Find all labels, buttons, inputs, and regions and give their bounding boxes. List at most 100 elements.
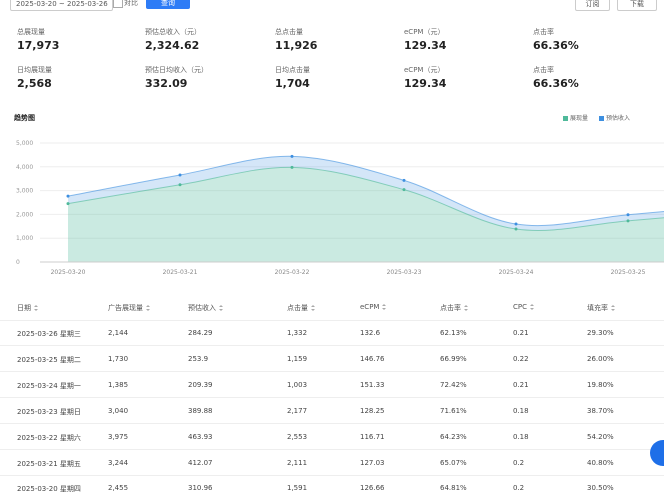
table-cell: 2,144 [108, 329, 129, 337]
point [514, 222, 518, 226]
date-text: 2025-03-20 ~ 2025-03-26 [16, 0, 108, 8]
table-cell: 2025-03-20 星期四 [17, 485, 81, 494]
y-tick-label: 1,000 [16, 235, 33, 242]
table-cell: 2025-03-25 星期二 [17, 355, 81, 364]
table-cell: 1,591 [287, 484, 308, 493]
point [402, 178, 406, 182]
help-float-button[interactable] [650, 440, 664, 466]
table-cell: 54.20% [587, 432, 614, 441]
y-tick-label: 4,000 [16, 164, 33, 171]
sort-icon[interactable] [219, 305, 223, 311]
table-cell: 0.18 [513, 432, 529, 441]
sort-icon[interactable] [611, 305, 615, 311]
point [178, 173, 182, 177]
table-cell: 3,040 [108, 406, 129, 415]
table-cell: 2025-03-24 星期一 [17, 381, 81, 390]
sort-icon[interactable] [464, 305, 468, 311]
table-header: eCPM [360, 303, 387, 311]
download-button[interactable]: 下载 [617, 0, 657, 11]
sort-icon[interactable] [382, 304, 387, 310]
table-cell: 310.96 [188, 484, 213, 493]
stat-value: 129.34 [404, 39, 447, 52]
date-range[interactable]: 2025-03-20 ~ 2025-03-26 [10, 0, 113, 11]
table-cell: 0.2 [513, 484, 525, 493]
point [626, 213, 630, 217]
table-cell: 0.21 [513, 380, 529, 389]
table-cell: 209.39 [188, 380, 213, 389]
point [178, 183, 182, 187]
x-tick-label: 2025-03-24 [499, 269, 534, 276]
checkbox[interactable] [113, 0, 123, 8]
table-cell: 2,455 [108, 484, 129, 493]
point [66, 194, 70, 198]
table-header: 点击量 [287, 303, 315, 313]
table-cell: 127.03 [360, 458, 385, 467]
table-header: 点击率 [440, 303, 468, 313]
point [66, 202, 70, 206]
table-cell: 412.07 [188, 458, 213, 467]
x-tick-label: 2025-03-22 [275, 269, 310, 276]
row-divider [0, 320, 664, 321]
stat-label: eCPM（元） [404, 66, 445, 74]
stat-value: 11,926 [275, 39, 318, 52]
subscribe-text: 订阅 [585, 0, 600, 8]
x-tick-label: 2025-03-20 [51, 269, 86, 276]
table-cell: 151.33 [360, 380, 385, 389]
table-cell: 2025-03-22 星期六 [17, 433, 81, 442]
point [290, 154, 294, 158]
table-cell: 2,111 [287, 458, 308, 467]
table-cell: 1,730 [108, 354, 129, 363]
row-divider [0, 370, 664, 372]
table-cell: 463.93 [188, 432, 213, 441]
table-cell: 1,385 [108, 380, 129, 389]
table-cell: 126.66 [360, 484, 385, 493]
chart-title: 趋势图 [14, 114, 35, 122]
table-cell: 71.61% [440, 406, 467, 415]
stat-value: 129.34 [404, 77, 447, 90]
x-tick-label: 2025-03-21 [163, 269, 198, 276]
sort-icon[interactable] [146, 305, 150, 311]
table-cell: 64.81% [440, 484, 467, 493]
stat-label: 预估总收入（元） [145, 28, 201, 36]
table-cell: 2025-03-26 星期三 [17, 330, 81, 338]
stat-label: 总点击量 [275, 28, 303, 36]
table-cell: 19.80% [587, 380, 614, 389]
table-cell: 66.99% [440, 354, 467, 363]
table-header: 预估收入 [188, 303, 223, 313]
y-tick-label: 0 [16, 259, 20, 266]
table-cell: 40.80% [587, 458, 614, 467]
stat-value: 66.36% [533, 39, 579, 52]
sort-icon[interactable] [311, 305, 315, 311]
table-cell: 29.30% [587, 329, 614, 337]
row-divider [0, 474, 664, 476]
x-tick-label: 2025-03-23 [387, 269, 422, 276]
y-tick-label: 5,000 [16, 140, 33, 147]
sort-icon[interactable] [34, 305, 38, 311]
point [514, 227, 518, 231]
area [68, 167, 664, 262]
sort-icon[interactable] [530, 304, 534, 310]
legend-swatch [563, 116, 568, 121]
row-divider [0, 396, 664, 398]
y-tick-label: 3,000 [16, 188, 33, 195]
download-text: 下载 [630, 0, 644, 8]
stat-value: 2,324.62 [145, 39, 200, 52]
table-cell: 146.76 [360, 354, 385, 363]
table-cell: 38.70% [587, 406, 614, 415]
subscribe-button[interactable]: 订阅 [575, 0, 610, 11]
stat-label: 预估日均收入（元） [145, 66, 208, 74]
table-cell: 253.9 [188, 354, 209, 363]
table-cell: 0.22 [513, 354, 529, 363]
stat-value: 1,704 [275, 77, 310, 90]
table-cell: 0.21 [513, 329, 529, 337]
table-cell: 389.88 [188, 406, 213, 415]
query-button[interactable]: 查询 [146, 0, 190, 9]
query-text: 查询 [161, 0, 175, 7]
point [290, 165, 294, 169]
point [402, 188, 406, 192]
legend-swatch [599, 116, 604, 121]
compare-label: 对比 [124, 0, 138, 7]
table-cell: 64.23% [440, 432, 467, 441]
legend-label: 展现量 [570, 115, 589, 122]
